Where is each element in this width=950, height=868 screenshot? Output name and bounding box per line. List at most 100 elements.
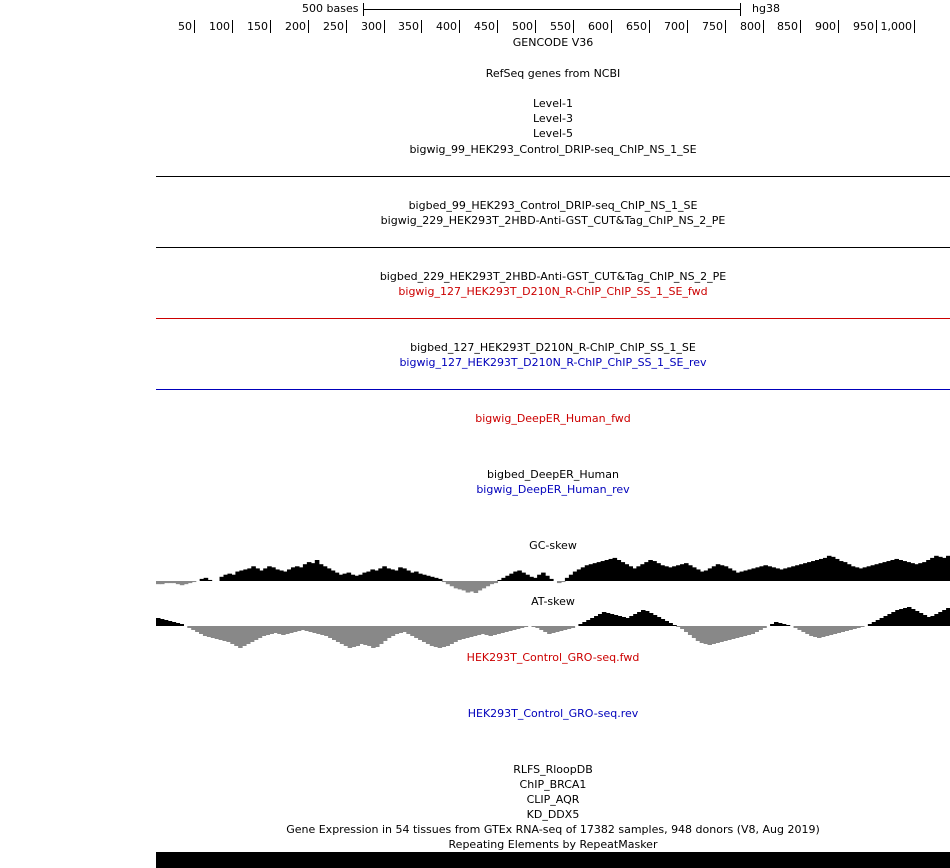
at-skew-bar xyxy=(727,626,732,640)
gc-skew-bar xyxy=(608,558,614,581)
gc-skew-bar xyxy=(481,581,487,589)
at-skew-bar xyxy=(644,611,650,626)
track-refseq[interactable]: RefSeq genes from NCBI xyxy=(485,67,621,80)
track-gro-rev[interactable]: HEK293T_Control_GRO-seq.rev xyxy=(467,707,639,720)
at-skew-bar xyxy=(195,626,200,632)
track-gencode[interactable]: GENCODE V36 xyxy=(512,36,594,49)
gc-skew-bar xyxy=(568,574,574,581)
gc-skew-bar xyxy=(636,566,641,581)
scale-assembly: hg38 xyxy=(752,2,780,15)
track-bigbed-99[interactable]: bigbed_99_HEK293_Control_DRIP-seq_ChIP_N… xyxy=(408,199,698,212)
ruler-tick-label: 950 xyxy=(853,20,874,33)
at-skew-bar xyxy=(852,626,857,629)
gc-skew-bar xyxy=(541,572,546,581)
track-kd-ddx5[interactable]: KD_DDX5 xyxy=(526,808,580,821)
track-bigbed-127[interactable]: bigbed_127_HEK293T_D210N_R-ChIP_ChIP_SS_… xyxy=(410,341,696,354)
track-clip-aqr[interactable]: CLIP_AQR xyxy=(526,793,580,806)
track-level3[interactable]: Level-3 xyxy=(532,112,573,125)
gc-skew-bar xyxy=(283,571,288,581)
gc-skew-bar xyxy=(699,571,705,581)
gc-skew-bar xyxy=(167,581,173,584)
gc-skew-bar xyxy=(247,568,252,581)
gc-skew-bar xyxy=(818,558,824,581)
scale-bases-label: 500 bases xyxy=(302,2,359,15)
gc-skew-bar xyxy=(854,567,860,581)
gc-skew-bar xyxy=(163,581,169,584)
gc-skew-bar xyxy=(251,566,256,581)
gc-skew-bar xyxy=(199,578,205,581)
at-skew-bar xyxy=(601,612,607,626)
gc-skew-bar xyxy=(378,568,383,581)
ruler-tick-mark xyxy=(497,20,498,33)
at-skew-bar xyxy=(875,620,881,626)
gc-skew-bar xyxy=(711,566,717,581)
track-at-skew[interactable]: AT-skew xyxy=(531,595,575,608)
track-deeper-bed[interactable]: bigbed_DeepER_Human xyxy=(486,468,619,481)
at-skew-bar xyxy=(245,626,251,644)
gc-skew-bar xyxy=(676,565,681,581)
gc-skew-bar xyxy=(707,568,713,581)
gc-skew-bar xyxy=(684,563,689,581)
at-skew-bar xyxy=(273,626,278,633)
at-skew-bar xyxy=(676,626,681,627)
gc-skew-bar xyxy=(942,557,947,581)
track-bigwig-99[interactable]: bigwig_99_HEK293_Control_DRIP-seq_ChIP_N… xyxy=(409,143,697,156)
gc-skew-bar xyxy=(398,567,403,581)
track-bigwig-127-rev[interactable]: bigwig_127_HEK293T_D210N_R-ChIP_ChIP_SS_… xyxy=(399,356,707,369)
gc-skew-bar xyxy=(175,581,181,585)
at-skew-bar xyxy=(820,626,826,637)
gc-skew-bar xyxy=(723,566,729,581)
gc-skew-bar xyxy=(342,573,348,581)
at-skew-bar xyxy=(378,626,384,644)
bigwig-127-fwd-baseline xyxy=(156,318,950,319)
track-bigwig-229[interactable]: bigwig_229_HEK293T_2HBD-Anti-GST_CUT&Tag… xyxy=(380,214,726,227)
track-chip-brca1[interactable]: ChIP_BRCA1 xyxy=(519,778,587,791)
at-skew-bar xyxy=(300,626,306,630)
at-skew-bar xyxy=(347,626,353,648)
gc-skew-bar xyxy=(596,562,602,581)
gc-skew-bar xyxy=(799,564,804,581)
at-skew-bar xyxy=(367,626,372,646)
at-skew-bar xyxy=(249,626,255,642)
gc-skew-signal xyxy=(156,555,950,593)
track-gtex[interactable]: Gene Expression in 54 tissues from GTEx … xyxy=(286,823,820,836)
at-skew-bar xyxy=(668,623,673,626)
at-skew-bar xyxy=(793,626,799,628)
track-level5[interactable]: Level-5 xyxy=(532,127,573,140)
track-gro-fwd[interactable]: HEK293T_Control_GRO-seq.fwd xyxy=(466,651,640,664)
track-gc-skew[interactable]: GC-skew xyxy=(529,539,577,552)
at-skew-bar xyxy=(832,626,838,634)
gc-skew-bar xyxy=(759,566,765,581)
gc-skew-bar xyxy=(279,570,284,581)
ruler-tick-mark xyxy=(384,20,385,33)
gc-skew-bar xyxy=(672,566,677,581)
gc-skew-bar xyxy=(290,567,296,581)
track-repeatmasker[interactable]: Repeating Elements by RepeatMasker xyxy=(448,838,658,851)
at-skew-bar xyxy=(414,626,419,638)
ruler-tick-mark xyxy=(914,20,915,33)
at-skew-bar xyxy=(805,626,810,634)
at-skew-bar xyxy=(578,624,583,626)
gc-skew-bar xyxy=(648,560,653,581)
at-skew-bar xyxy=(566,626,572,629)
at-skew-bar xyxy=(605,613,611,626)
at-skew-bar xyxy=(375,626,380,647)
at-skew-bar xyxy=(691,626,697,638)
gc-skew-bar xyxy=(231,574,236,581)
track-bigbed-229[interactable]: bigbed_229_HEK293T_2HBD-Anti-GST_CUT&Tag… xyxy=(379,270,727,283)
at-skew-bar xyxy=(750,626,756,634)
track-bigwig-127-fwd[interactable]: bigwig_127_HEK293T_D210N_R-ChIP_ChIP_SS_… xyxy=(398,285,708,298)
gc-skew-bar xyxy=(489,581,495,585)
at-skew-bar xyxy=(445,626,450,646)
at-skew-bar xyxy=(504,626,509,632)
track-deeper-fwd[interactable]: bigwig_DeepER_Human_fwd xyxy=(475,412,631,425)
gc-skew-bar xyxy=(207,579,213,581)
track-level1[interactable]: Level-1 xyxy=(532,97,573,110)
at-skew-bar xyxy=(785,625,791,626)
at-skew-bar xyxy=(551,626,556,633)
gc-skew-bar xyxy=(465,581,471,593)
gc-skew-bar xyxy=(334,572,340,581)
at-skew-bar xyxy=(711,626,716,644)
track-deeper-rev[interactable]: bigwig_DeepER_Human_rev xyxy=(476,483,630,496)
track-rlfs[interactable]: RLFS_RloopDB xyxy=(513,763,593,776)
